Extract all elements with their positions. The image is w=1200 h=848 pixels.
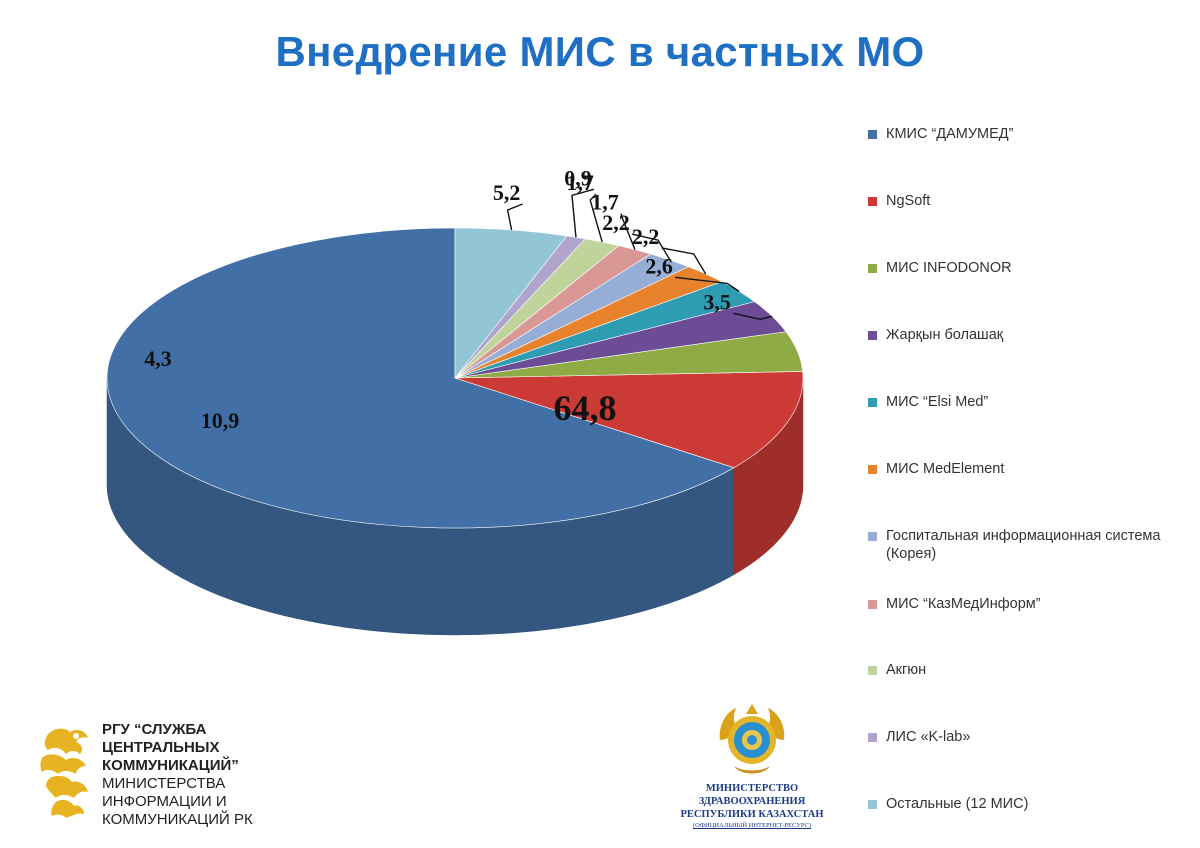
- legend-label: МИС “КазМедИнформ”: [886, 596, 1041, 612]
- legend-label: Госпитальная информационная система (Кор…: [886, 528, 1161, 562]
- ministry-name-line: ЗДРАВООХРАНЕНИЯ: [698, 796, 806, 807]
- legend-swatch: [868, 398, 877, 407]
- leader-line: [620, 213, 636, 250]
- pie-slice: [106, 227, 735, 529]
- legend-swatch: [868, 197, 877, 206]
- data-label: 1,7: [591, 190, 619, 215]
- org-name-line: РГУ “СЛУЖБА: [102, 721, 207, 738]
- legend-label: Акгюн: [886, 662, 927, 678]
- pie-leader-lines: [506, 188, 773, 320]
- data-label: 64,8: [554, 388, 617, 428]
- legend-swatch: [868, 130, 877, 139]
- leader-line: [661, 247, 707, 275]
- ministry-footer: МИНИСТЕРСТВО ЗДРАВООХРАНЕНИЯ РЕСПУБЛИКИ …: [668, 700, 836, 840]
- legend-label: ЛИС «K-lab»: [886, 729, 971, 745]
- org-name: РГУ “СЛУЖБА ЦЕНТРАЛЬНЫХ КОММУНИКАЦИЙ” МИ…: [102, 721, 342, 829]
- org-name-line: КОММУНИКАЦИЙ РК: [102, 811, 253, 828]
- org-footer: РГУ “СЛУЖБА ЦЕНТРАЛЬНЫХ КОММУНИКАЦИЙ” МИ…: [36, 718, 336, 838]
- legend-swatch: [868, 264, 877, 273]
- data-label: 2,2: [602, 210, 630, 235]
- leader-line: [571, 188, 595, 238]
- page-title: Внедрение МИС в частных МО: [275, 28, 925, 75]
- leader-line: [733, 312, 773, 320]
- legend-swatch: [868, 800, 877, 809]
- legend-label: МИС INFODONOR: [886, 260, 1012, 276]
- legend-swatch: [868, 532, 877, 541]
- data-label: 1,7: [566, 170, 594, 195]
- legend-swatch: [868, 666, 877, 675]
- org-name-line: ИНФОРМАЦИИ И: [102, 793, 227, 810]
- ministry-name-line: МИНИСТЕРСТВО: [705, 783, 799, 794]
- legend-swatch: [868, 331, 877, 340]
- legend-swatch: [868, 600, 877, 609]
- legend-label: МИС “Elsi Med”: [886, 394, 989, 410]
- legend-label: NgSoft: [886, 193, 931, 209]
- data-label: 4,3: [144, 346, 172, 371]
- legend-label: МИС MedElement: [886, 461, 1005, 477]
- legend-label: КМИС “ДАМУМЕД”: [886, 126, 1014, 142]
- snow-leopard-logo-icon: [40, 728, 88, 818]
- data-label: 5,2: [493, 180, 521, 205]
- legend-label: Остальные (12 МИС): [886, 796, 1029, 812]
- leader-line: [589, 193, 603, 243]
- ministry-subtitle: (ОФИЦИАЛЬНЫЙ ИНТЕРНЕТ-РЕСУРС): [692, 822, 812, 829]
- pie-slice: [454, 371, 804, 469]
- pie-data-labels: 64,810,94,33,52,62,22,21,71,70,95,2: [144, 165, 731, 433]
- org-name-line: ЦЕНТРАЛЬНЫХ: [102, 739, 220, 756]
- data-label: 3,5: [703, 289, 731, 314]
- state-emblem-icon: [719, 704, 785, 774]
- ministry-name: МИНИСТЕРСТВО ЗДРАВООХРАНЕНИЯ РЕСПУБЛИКИ …: [668, 782, 836, 831]
- data-label: 2,2: [632, 224, 660, 249]
- data-label: 0,9: [564, 165, 592, 190]
- leader-line: [675, 276, 740, 292]
- ministry-name-line: РЕСПУБЛИКИ КАЗАХСТАН: [680, 809, 824, 820]
- legend-swatch: [868, 465, 877, 474]
- leader-line: [506, 203, 523, 231]
- legend-label: Жарқын болашақ: [886, 327, 1004, 343]
- org-name-line: КОММУНИКАЦИЙ”: [102, 757, 239, 774]
- legend-swatch: [868, 733, 877, 742]
- pie-top-layer: [106, 227, 804, 529]
- data-label: 10,9: [201, 408, 240, 433]
- org-name-line: МИНИСТЕРСТВА: [102, 775, 226, 792]
- leader-line: [631, 233, 671, 261]
- data-label: 2,6: [645, 253, 673, 278]
